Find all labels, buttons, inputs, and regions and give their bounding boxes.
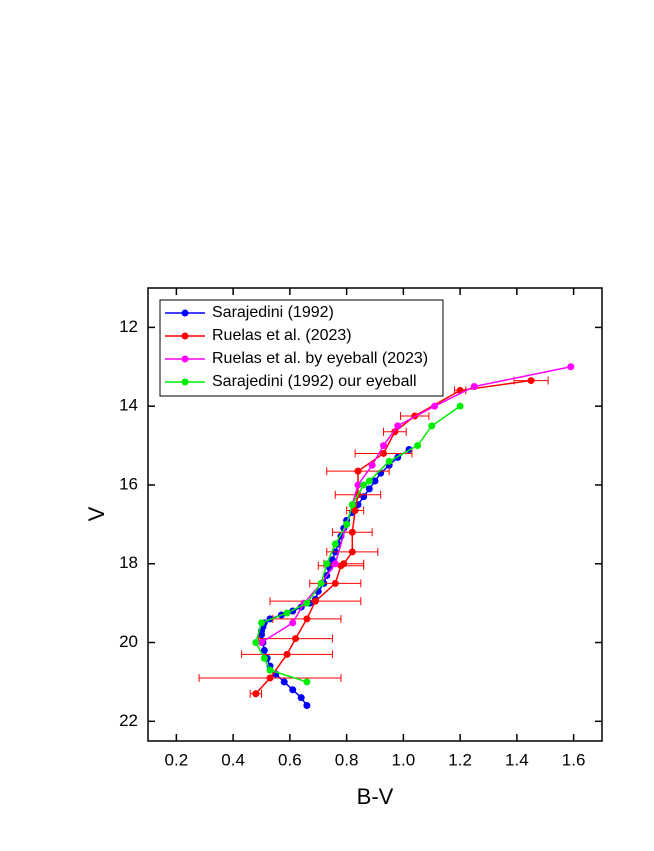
legend-label: Ruelas et al. (2023) bbox=[212, 327, 352, 344]
x-tick-label: 0.8 bbox=[335, 750, 359, 769]
data-point bbox=[258, 639, 265, 647]
y-tick-label: 22 bbox=[119, 711, 138, 730]
data-point bbox=[303, 702, 311, 710]
data-point bbox=[567, 363, 575, 371]
y-axis-label: V bbox=[84, 506, 109, 521]
x-tick-label: 1.0 bbox=[392, 750, 416, 769]
data-point bbox=[252, 690, 260, 698]
y-tick-label: 18 bbox=[119, 553, 138, 572]
data-point bbox=[348, 528, 356, 536]
data-point bbox=[303, 615, 311, 623]
data-point bbox=[428, 422, 436, 430]
series-line bbox=[255, 379, 532, 695]
data-point bbox=[311, 597, 319, 605]
data-point bbox=[266, 674, 274, 682]
data-point bbox=[380, 449, 388, 457]
legend-marker bbox=[181, 355, 189, 363]
data-point bbox=[331, 560, 339, 568]
y-tick-label: 12 bbox=[119, 317, 138, 336]
legend-box bbox=[159, 299, 444, 397]
y-tick-label: 14 bbox=[119, 396, 138, 415]
data-point bbox=[354, 481, 362, 489]
data-point bbox=[385, 457, 393, 465]
data-point bbox=[280, 678, 288, 686]
data-point bbox=[337, 562, 345, 570]
data-point bbox=[303, 599, 311, 607]
data-point bbox=[365, 477, 373, 485]
data-point bbox=[317, 579, 325, 587]
x-tick-label: 1.2 bbox=[448, 750, 472, 769]
data-point bbox=[360, 481, 368, 489]
data-point bbox=[266, 666, 274, 674]
data-point bbox=[351, 507, 359, 515]
data-point bbox=[260, 654, 268, 662]
x-tick-label: 0.6 bbox=[278, 750, 302, 769]
data-point bbox=[394, 422, 402, 430]
data-point bbox=[289, 686, 297, 694]
data-point bbox=[527, 377, 535, 385]
data-point bbox=[260, 646, 268, 654]
legend-label: Sarajedini (1992) bbox=[212, 304, 334, 321]
data-point bbox=[348, 501, 356, 509]
legend-marker bbox=[181, 332, 189, 340]
data-point bbox=[354, 467, 362, 475]
data-point bbox=[371, 477, 379, 485]
x-tick-label: 1.6 bbox=[562, 750, 586, 769]
series-line bbox=[255, 405, 461, 683]
y-tick-label: 16 bbox=[119, 474, 138, 493]
data-point bbox=[283, 650, 291, 658]
data-point bbox=[368, 461, 376, 469]
data-point bbox=[297, 694, 305, 702]
data-point bbox=[414, 442, 422, 450]
x-tick-label: 1.4 bbox=[505, 750, 529, 769]
data-point bbox=[331, 579, 339, 587]
data-point bbox=[470, 382, 478, 390]
data-point bbox=[343, 520, 351, 528]
x-axis-label: B-V bbox=[357, 784, 394, 809]
data-point bbox=[292, 635, 300, 643]
data-point bbox=[323, 560, 331, 568]
data-point bbox=[391, 428, 399, 436]
x-tick-label: 0.4 bbox=[221, 750, 245, 769]
legend-label: Sarajedini (1992) our eyeball bbox=[212, 373, 417, 390]
data-point bbox=[431, 402, 439, 410]
x-tick-label: 0.2 bbox=[165, 750, 189, 769]
legend-marker bbox=[181, 378, 189, 386]
legend-marker bbox=[181, 309, 189, 317]
data-point bbox=[252, 639, 260, 647]
data-point bbox=[456, 402, 464, 410]
data-point bbox=[331, 540, 339, 548]
data-point bbox=[258, 619, 265, 627]
data-point bbox=[303, 678, 311, 686]
data-point bbox=[365, 485, 373, 493]
data-point bbox=[289, 619, 297, 627]
series-line bbox=[260, 448, 410, 706]
data-point bbox=[283, 609, 291, 617]
y-tick-label: 20 bbox=[119, 632, 138, 651]
data-point bbox=[380, 442, 388, 450]
legend-label: Ruelas et al. by eyeball (2023) bbox=[212, 350, 428, 367]
plot-frame bbox=[147, 287, 603, 742]
data-point bbox=[348, 548, 356, 556]
